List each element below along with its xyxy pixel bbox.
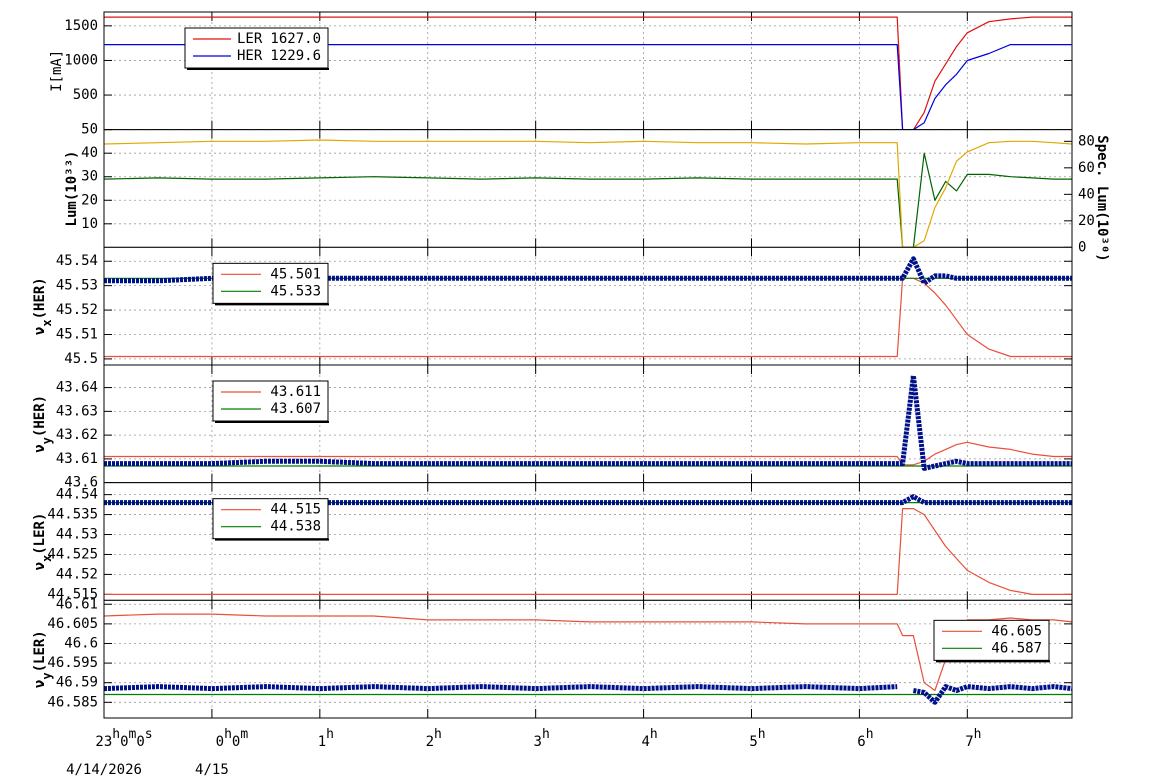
y-tick-label: 44.54	[56, 487, 98, 503]
legend-label: 46.587	[991, 640, 1042, 656]
y-axis-label: νy(LER)	[32, 630, 54, 688]
y-tick-label: 50	[81, 122, 98, 138]
data-line	[104, 508, 1072, 595]
y-tick-label: 20	[81, 192, 98, 208]
legend-label: 46.605	[991, 623, 1042, 639]
data-line	[103, 139, 1073, 248]
legend-label: 44.515	[270, 502, 321, 518]
y-tick-label: 43.6	[64, 475, 98, 491]
x-tick-label: 5h	[749, 727, 765, 750]
y-tick-label: 45.51	[56, 326, 98, 342]
y-tick-label: 45.5	[64, 351, 98, 367]
data-line	[104, 44, 1072, 131]
y-tick-label: 44.535	[47, 507, 98, 523]
legend-box	[212, 380, 329, 422]
y-axis-label: νy(HER)	[32, 395, 54, 453]
y-tick-label: 43.64	[56, 380, 98, 396]
y-tick-label: 40	[81, 145, 98, 161]
x-tick-label: 23h0m0s	[95, 727, 152, 750]
y-tick-label: 44.515	[47, 586, 98, 602]
y-tick-label: 44.52	[56, 566, 98, 582]
x-tick-label: 1h	[318, 727, 334, 750]
y-tick-label: 45.53	[56, 278, 98, 294]
x-tick-label: 0h0m	[216, 727, 249, 750]
panel-background	[104, 600, 1072, 718]
legend-box	[184, 27, 329, 69]
legend-value: 1627.0	[270, 31, 321, 47]
data-band	[104, 494, 1072, 506]
legend-value: 1229.6	[270, 48, 321, 64]
legend-label: LER	[237, 31, 263, 47]
y-tick-label: 10	[81, 216, 98, 232]
x-tick-label: 3h	[534, 727, 550, 750]
data-band	[103, 684, 1073, 705]
y-tick-label: 30	[81, 169, 98, 185]
legend-label: 44.538	[270, 519, 321, 535]
y-tick-label: 46.61	[56, 596, 98, 612]
y2-tick-label: 0	[1078, 239, 1086, 255]
y-axis-label: νx(LER)	[32, 513, 54, 571]
y-tick-label: 46.6	[64, 635, 98, 651]
legend-box	[212, 498, 329, 540]
x-tick-label: 7h	[965, 727, 981, 750]
y-axis-label: νx(HER)	[32, 277, 54, 335]
legend-label: 43.607	[270, 401, 321, 417]
y-tick-label: 46.605	[47, 616, 98, 632]
data-line	[104, 277, 1072, 358]
y2-tick-label: 80	[1078, 133, 1095, 149]
data-band	[104, 373, 1072, 471]
x-date-label: 4/15	[195, 762, 229, 778]
y2-tick-label: 60	[1078, 160, 1095, 176]
legend-label: 43.611	[270, 384, 321, 400]
panel-background	[104, 129, 1072, 248]
legend-label: 45.501	[270, 266, 321, 282]
y-tick-label: 44.53	[56, 527, 98, 543]
data-line	[103, 152, 1072, 248]
data-line	[104, 441, 1072, 466]
y-tick-label: 1000	[64, 52, 98, 68]
y-tick-label: 1500	[64, 18, 98, 34]
y-tick-label: 46.585	[47, 694, 98, 710]
x-tick-label: 2h	[426, 727, 442, 750]
x-tick-label: 6h	[857, 727, 873, 750]
y-tick-label: 500	[73, 87, 98, 103]
y-tick-label: 46.59	[56, 675, 98, 691]
data-line	[104, 16, 1072, 131]
y-axis-label: I[mA]	[49, 50, 65, 92]
y-tick-label: 43.61	[56, 451, 98, 467]
y-tick-label: 45.52	[56, 302, 98, 318]
data-band	[104, 256, 1072, 286]
y-tick-label: 43.62	[56, 427, 98, 443]
y-axis-label: Lum(10³³)	[64, 151, 80, 227]
y2-tick-label: 20	[1078, 213, 1095, 229]
panel-frame	[103, 599, 1073, 719]
y-tick-label: 43.63	[56, 403, 98, 419]
x-tick-label: 4h	[641, 727, 657, 750]
y2-tick-label: 40	[1078, 186, 1095, 202]
y2-axis-label: Spec. Lum(10³⁰)	[1094, 135, 1110, 261]
legend-box	[212, 262, 329, 304]
y-tick-label: 44.525	[47, 546, 98, 562]
legend-label: HER	[237, 48, 263, 64]
y-tick-label: 45.54	[56, 253, 98, 269]
legend-label: 45.533	[270, 283, 321, 299]
x-date-label: 4/14/2026	[66, 762, 142, 778]
y-tick-label: 46.595	[47, 655, 98, 671]
